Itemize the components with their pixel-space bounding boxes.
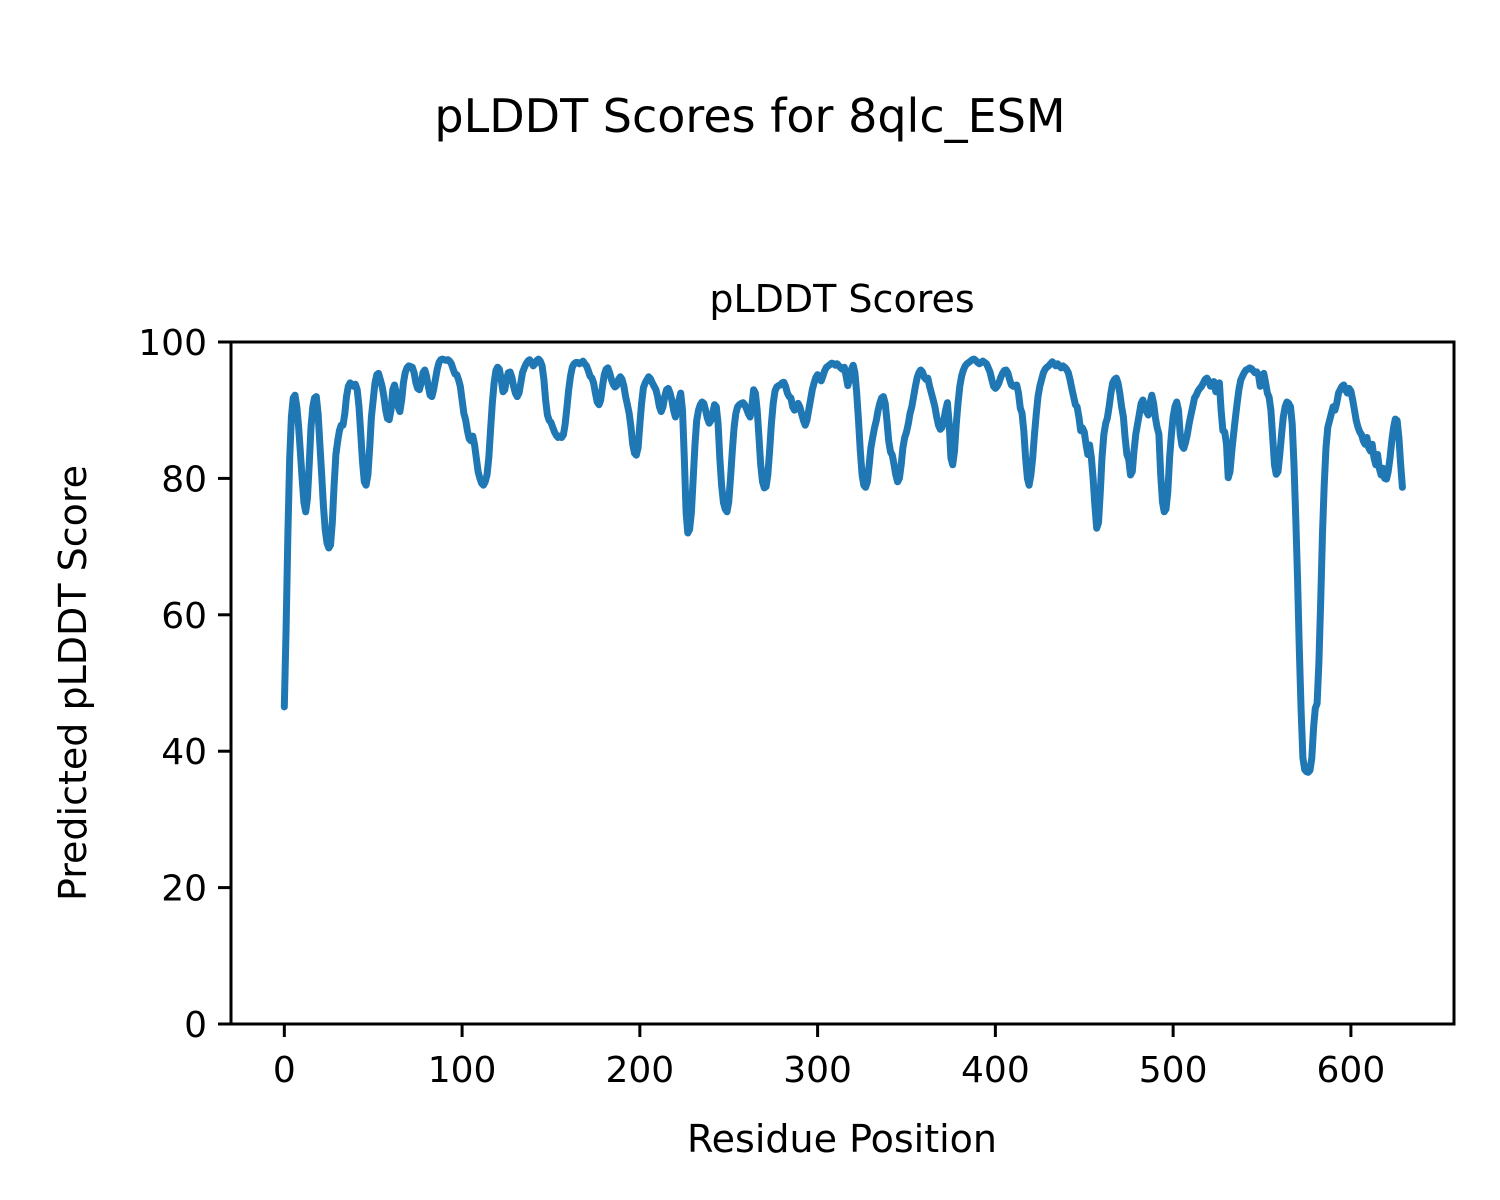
axes-title: pLDDT Scores	[709, 277, 974, 321]
plot-dynamic-layer: 0 100 200 300 400 500 600 0 20 40 60 80 100	[138, 323, 1406, 1091]
x-tick-label: 300	[783, 1050, 852, 1091]
x-tick-label: 500	[1139, 1050, 1208, 1091]
y-tick-label: 20	[161, 869, 207, 910]
y-axis-label: Predicted pLDDT Score	[51, 465, 95, 901]
figure-suptitle: pLDDT Scores for 8qlc_ESM	[434, 89, 1065, 143]
y-tick-label: 100	[138, 323, 207, 364]
y-tick-label: 0	[184, 1005, 207, 1046]
y-tick-label: 40	[161, 732, 207, 773]
x-tick-label: 200	[605, 1050, 674, 1091]
x-tick-label: 400	[961, 1050, 1030, 1091]
x-tick-label: 0	[273, 1050, 296, 1091]
x-tick-label: 600	[1317, 1050, 1386, 1091]
x-tick-label: 100	[428, 1050, 497, 1091]
plot-area	[229, 340, 1456, 1026]
y-tick-label: 80	[161, 459, 207, 500]
plddt-line	[280, 355, 1406, 776]
x-axis-label: Residue Position	[687, 1117, 997, 1161]
y-tick-label: 60	[161, 596, 207, 637]
